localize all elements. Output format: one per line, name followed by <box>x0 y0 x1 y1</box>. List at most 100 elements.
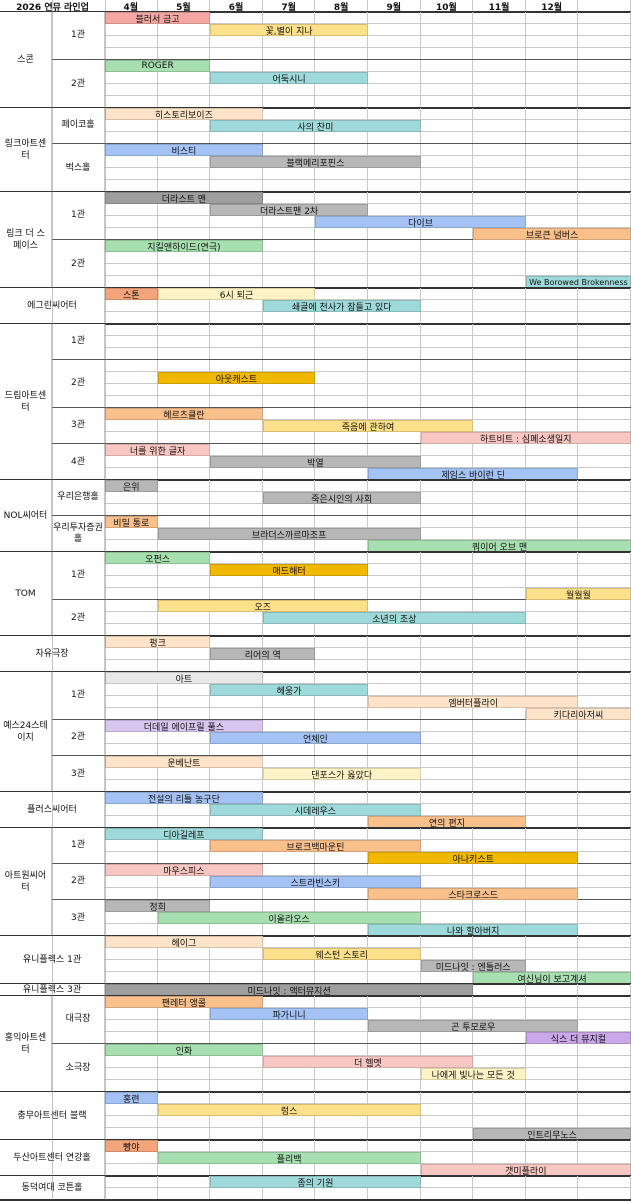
venue-name: 링크아트센터 <box>0 108 52 192</box>
grid-cell <box>315 192 368 204</box>
grid-cell <box>262 636 316 648</box>
grid-cell <box>525 1056 579 1068</box>
grid-cell <box>368 996 421 1008</box>
grid-cell <box>105 252 158 264</box>
month-header: 12월 <box>526 0 579 13</box>
grid-cell <box>262 792 316 804</box>
grid-cell <box>157 360 211 372</box>
grid-cell <box>473 600 526 612</box>
column-divider <box>52 0 53 1200</box>
grid-cell <box>210 1056 263 1068</box>
grid-cell <box>525 204 579 216</box>
hall-name: 페이코홀 <box>52 108 105 144</box>
grid-cell <box>368 240 421 252</box>
grid-cell <box>420 1104 474 1116</box>
grid-cell <box>578 60 631 72</box>
grid-cell <box>578 876 631 888</box>
grid-cell <box>420 1176 474 1188</box>
grid-cell <box>525 864 579 876</box>
grid-cell <box>525 372 579 384</box>
venue-divider <box>0 791 631 793</box>
grid-cell <box>368 648 421 660</box>
show-bar: 월월월 <box>525 588 631 600</box>
grid-cell <box>578 792 631 804</box>
show-bar: 엠버터플라이 <box>368 696 579 708</box>
grid-cell <box>262 1092 316 1104</box>
grid-cell <box>262 900 316 912</box>
grid-cell <box>210 324 263 336</box>
grid-cell <box>473 756 526 768</box>
grid-cell <box>525 732 579 744</box>
grid-cell <box>105 168 158 180</box>
grid-cell <box>420 912 474 924</box>
grid-cell <box>473 168 526 180</box>
grid-cell <box>473 1092 526 1104</box>
show-bar: 비밀 통로 <box>105 516 158 528</box>
grid-cell <box>473 324 526 336</box>
grid-cell <box>368 252 421 264</box>
grid-cell <box>578 156 631 168</box>
grid-cell <box>420 1008 474 1020</box>
grid-cell <box>157 696 211 708</box>
grid-cell <box>368 24 421 36</box>
grid-cell <box>262 240 316 252</box>
grid-cell <box>473 24 526 36</box>
show-bar: 6시 퇴근 <box>157 288 316 300</box>
grid-cell <box>262 936 316 948</box>
grid-cell <box>420 528 474 540</box>
header-divider <box>0 11 631 13</box>
grid-cell <box>105 120 158 132</box>
grid-cell <box>473 900 526 912</box>
grid-cell <box>578 948 631 960</box>
hall-divider <box>52 59 631 60</box>
grid-cell <box>315 1044 368 1056</box>
grid-cell <box>578 120 631 132</box>
grid-cell <box>262 84 316 96</box>
grid-cell <box>368 372 421 384</box>
grid-cell <box>315 168 368 180</box>
grid-cell <box>578 1044 631 1056</box>
show-bar: 헤웅가 <box>210 684 368 696</box>
grid-cell <box>157 24 211 36</box>
grid-cell <box>368 564 421 576</box>
show-bar: 마우스피스 <box>105 864 263 876</box>
grid-cell <box>157 948 211 960</box>
grid-cell <box>262 216 316 228</box>
grid-cell <box>525 948 579 960</box>
grid-cell <box>473 576 526 588</box>
grid-cell <box>315 384 368 396</box>
grid-cell <box>473 1152 526 1164</box>
hall-name: 2관 <box>52 720 105 756</box>
grid-cell <box>578 528 631 540</box>
grid-cell <box>525 216 579 228</box>
grid-cell <box>315 636 368 648</box>
grid-cell <box>578 408 631 420</box>
grid-cell <box>525 492 579 504</box>
grid-cell <box>578 492 631 504</box>
grid-cell <box>578 576 631 588</box>
show-bar: 스타크로스드 <box>368 888 579 900</box>
grid-cell <box>473 672 526 684</box>
grid-cell <box>105 876 158 888</box>
grid-cell <box>105 204 158 216</box>
show-bar: 사의 찬미 <box>210 120 421 132</box>
grid-cell <box>262 696 316 708</box>
hall-divider <box>52 407 631 408</box>
venue-divider <box>0 635 631 637</box>
grid-cell <box>262 756 316 768</box>
grid-cell <box>525 684 579 696</box>
grid-cell <box>315 696 368 708</box>
hall-name: 1관 <box>52 828 105 864</box>
grid-cell <box>420 948 474 960</box>
grid-cell <box>368 756 421 768</box>
grid-cell <box>105 576 158 588</box>
show-bar: 다이브 <box>315 216 526 228</box>
grid-cell <box>420 144 474 156</box>
grid-cell <box>157 36 211 48</box>
grid-cell <box>420 120 474 132</box>
grid-cell <box>105 156 158 168</box>
grid-cell <box>473 300 526 312</box>
grid-cell <box>157 840 211 852</box>
grid-cell <box>105 696 158 708</box>
grid-cell <box>420 252 474 264</box>
